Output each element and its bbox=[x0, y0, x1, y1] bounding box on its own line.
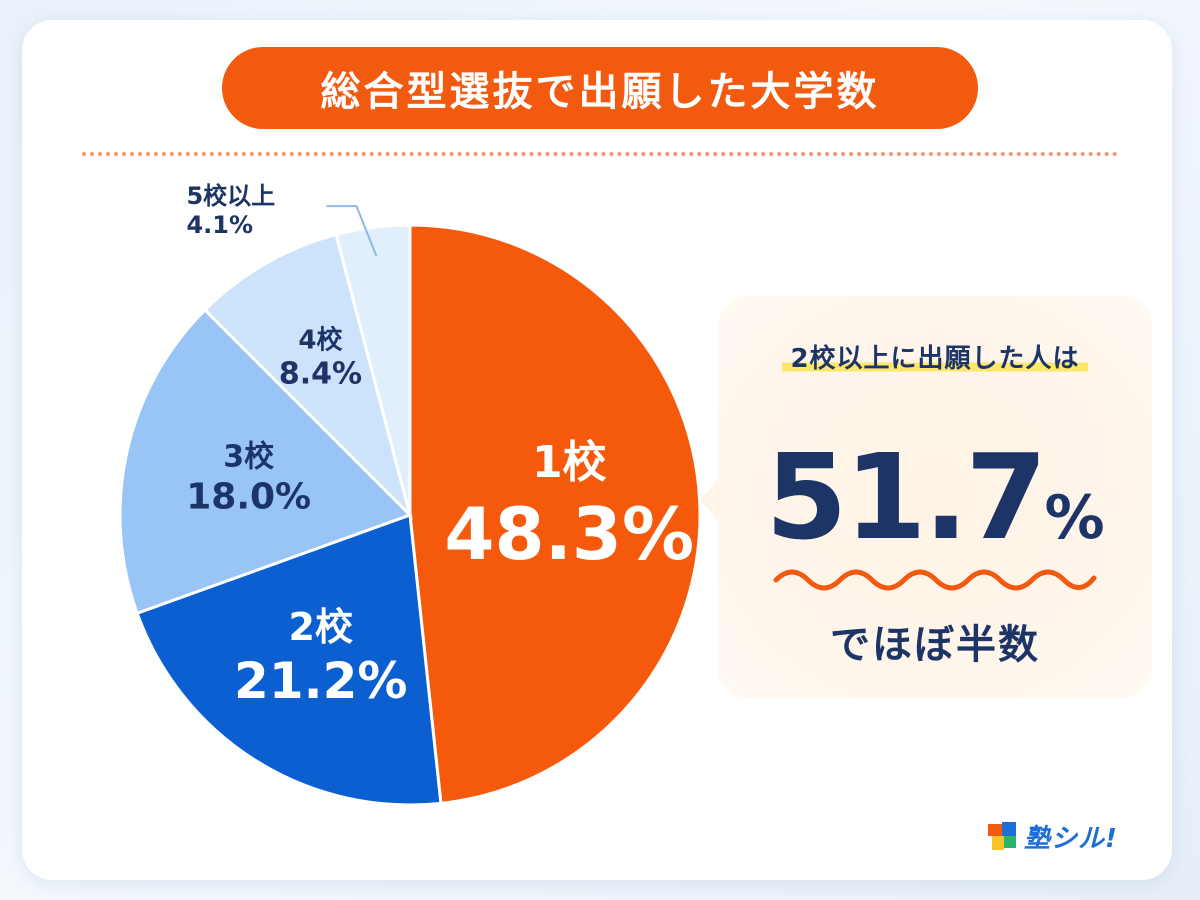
callout-footer: でほぼ半数 bbox=[830, 622, 1040, 668]
callout-heading: 2校以上に出願した人は bbox=[742, 338, 1128, 375]
slice-category: 2校 bbox=[288, 604, 353, 649]
slice-label-3: 3校 18.0% bbox=[186, 441, 311, 516]
pie-slice-3 bbox=[118, 307, 413, 616]
slice-percent: 18.0% bbox=[186, 476, 312, 518]
callout-value-number: 51.7 bbox=[765, 428, 1047, 566]
pie-slice-2 bbox=[135, 512, 443, 807]
divider bbox=[82, 152, 1118, 156]
slice-category: 4校 bbox=[298, 325, 343, 356]
pie-slice-4 bbox=[202, 232, 413, 520]
logo-mark-icon bbox=[988, 821, 1022, 852]
callout-heading-text: 2校以上に出願した人は bbox=[782, 344, 1088, 374]
slice-category: 3校 bbox=[223, 439, 275, 475]
slice-label-1: 1校 48.3% bbox=[444, 437, 695, 576]
leader-line bbox=[326, 205, 378, 257]
callout-pointer bbox=[700, 478, 720, 522]
callout-value: 51.7% bbox=[742, 428, 1128, 566]
slice-label-4: 4校 8.4% bbox=[278, 325, 363, 392]
slice-percent: 8.4% bbox=[278, 356, 363, 392]
pie-slice-1 bbox=[408, 223, 702, 806]
pie-slice-5 bbox=[334, 223, 412, 516]
title-banner: 総合型選抜で出願した大学数 bbox=[222, 47, 978, 129]
slice-category: 1校 bbox=[531, 437, 607, 489]
slice-category: 5校以上 bbox=[186, 182, 276, 211]
slice-percent: 48.3% bbox=[444, 491, 695, 576]
callout-value-unit: % bbox=[1044, 483, 1105, 553]
slice-label-2: 2校 21.2% bbox=[234, 604, 408, 711]
wavy-underline bbox=[773, 569, 1097, 591]
slice-percent: 21.2% bbox=[234, 652, 408, 711]
logo-text: 塾シル! bbox=[1024, 824, 1118, 854]
slice-label-5: 5校以上 4.1% bbox=[186, 182, 276, 240]
chart-title: 総合型選抜で出願した大学数 bbox=[320, 69, 880, 115]
brand-logo: 塾シル! bbox=[988, 818, 1118, 855]
slice-percent: 4.1% bbox=[186, 211, 254, 240]
